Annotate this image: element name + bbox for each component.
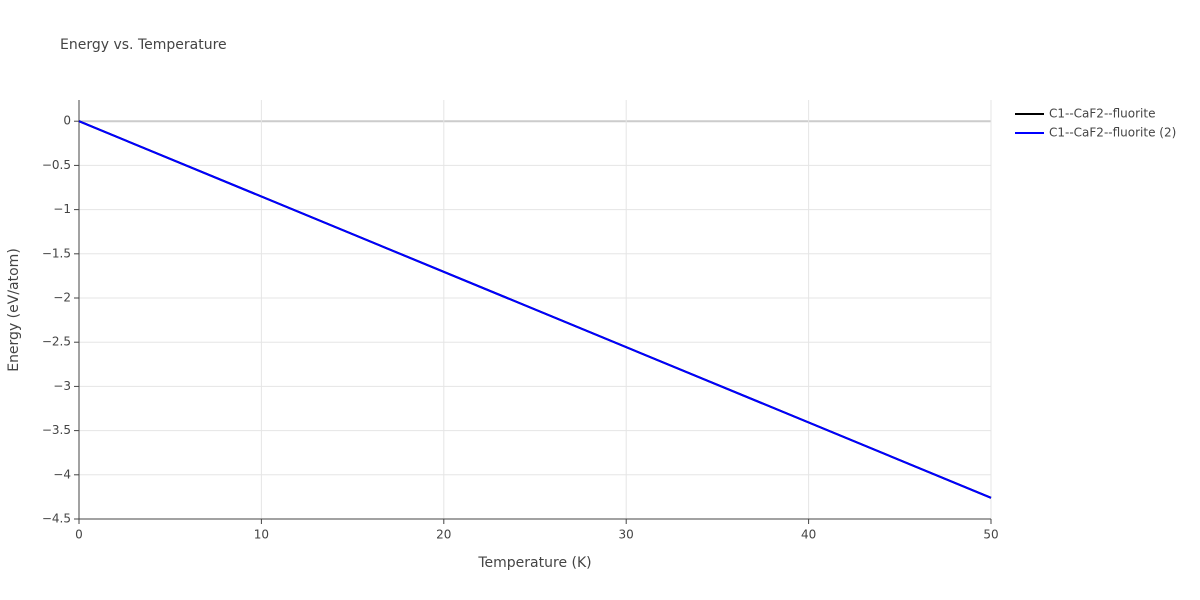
x-axis-title: Temperature (K) [477,555,591,571]
y-tick-label: −1.5 [42,246,71,260]
y-tick-label: −3 [53,379,71,393]
x-tick-label: 20 [436,528,451,542]
y-axis-title: Energy (eV/atom) [6,248,22,372]
y-tick-label: −3.5 [42,423,71,437]
x-tick-label: 50 [983,528,998,542]
y-tick-label: −4 [53,467,71,481]
x-tick-label: 0 [75,528,83,542]
x-tick-label: 10 [254,528,269,542]
legend-label: C1--CaF2--fluorite (2) [1049,126,1176,140]
y-tick-label: 0 [63,114,71,128]
chart-title: Energy vs. Temperature [60,37,227,53]
line [78,120,992,499]
y-tick-label: −2.5 [42,335,71,349]
y-tick-label: −4.5 [42,512,71,526]
x-tick-label: 40 [801,528,816,542]
legend-label: C1--CaF2--fluorite [1049,107,1155,121]
y-tick-label: −2 [53,291,71,305]
y-tick-label: −0.5 [42,158,71,172]
y-tick-label: −1 [53,202,71,216]
x-tick-label: 30 [619,528,634,542]
